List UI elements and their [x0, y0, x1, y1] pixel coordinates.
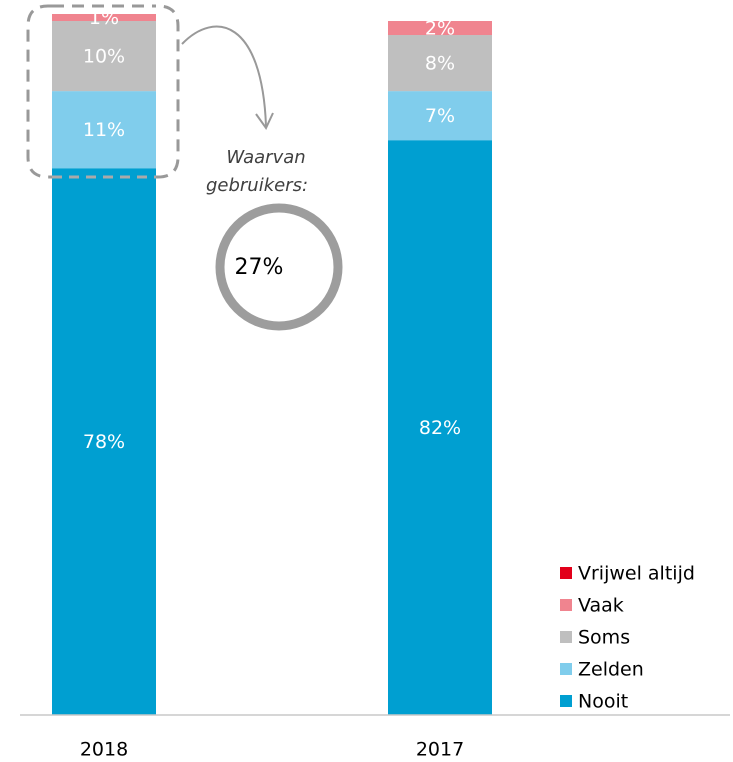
data-label: 10% [83, 46, 125, 68]
bar-segment [52, 168, 156, 716]
legend-label: Nooit [578, 691, 628, 713]
bars [52, 14, 492, 716]
bar-segment [388, 21, 492, 36]
data-label: 11% [83, 119, 125, 141]
legend-label: Soms [578, 627, 630, 649]
callout-ring [215, 203, 343, 331]
legend-label: Vrijwel altijd [578, 563, 695, 585]
legend-label: Zelden [578, 659, 644, 681]
data-label: 2% [425, 18, 455, 40]
data-label: 1% [89, 7, 119, 29]
callout-text: Waarvan [226, 147, 305, 168]
legend-swatch [560, 631, 572, 643]
bar-segment [52, 14, 156, 22]
data-label: 82% [419, 417, 461, 439]
legend-swatch [560, 599, 572, 611]
x-tick-label: 2017 [416, 739, 464, 761]
bar-segment [52, 21, 156, 92]
callout-arrow [181, 25, 267, 127]
legend-swatch [560, 663, 572, 675]
callout-box [26, 4, 180, 179]
callout-text: gebruikers: [206, 175, 308, 196]
bar-segment [388, 91, 492, 141]
data-label: 78% [83, 431, 125, 453]
callout-value: 27% [235, 255, 284, 280]
legend-swatch [560, 567, 572, 579]
callout-arrowhead [255, 112, 274, 130]
legend-label: Vaak [578, 595, 624, 617]
bar-segment [52, 91, 156, 169]
bar-segment [388, 140, 492, 715]
x-tick-label: 2018 [80, 739, 128, 761]
legend-swatch [560, 695, 572, 707]
bar-segment [388, 35, 492, 92]
data-label: 7% [425, 105, 455, 127]
data-label: 8% [425, 53, 455, 75]
